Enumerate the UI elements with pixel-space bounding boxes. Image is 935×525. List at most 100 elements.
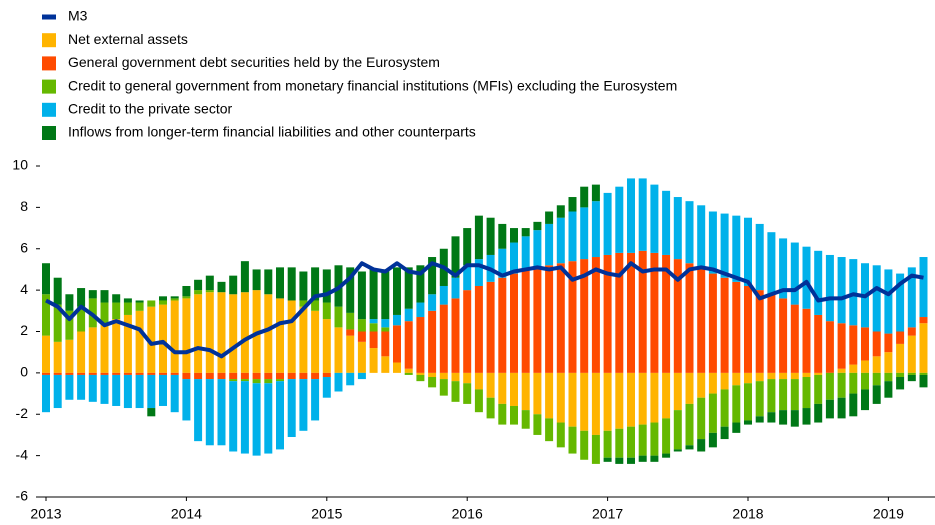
bar-segment (53, 277, 62, 305)
bar-segment (299, 379, 308, 431)
bar-segment (603, 457, 612, 462)
bar-segment (217, 292, 226, 373)
bar-segment (42, 372, 50, 375)
bar-segment (849, 364, 858, 373)
bar-segment (486, 372, 495, 398)
bar-segment (556, 422, 565, 448)
bar-segment (615, 186, 624, 253)
bar-segment (790, 379, 799, 411)
legend-marker (42, 102, 56, 117)
bar-segment (615, 372, 624, 429)
bar-segment (708, 432, 717, 448)
bar-segment (322, 319, 331, 373)
bar-segment (802, 308, 811, 373)
legend-label: Inflows from longer-term financial liabi… (68, 124, 476, 140)
bar-segment (299, 271, 308, 301)
bar-segment (346, 312, 355, 330)
bar-segment (451, 236, 460, 278)
bar-segment (907, 372, 916, 375)
legend-marker (42, 14, 56, 20)
bar-segment (907, 374, 916, 382)
bar-segment (673, 372, 682, 411)
bar-segment (182, 298, 191, 373)
bar-segment (264, 383, 273, 454)
bar-segment (662, 372, 671, 419)
bar-segment (53, 372, 62, 375)
bar-segment (381, 319, 390, 328)
bar-segment (919, 374, 928, 388)
bar-segment (591, 201, 600, 258)
y-tick-label: -2 (16, 405, 29, 421)
bar-segment (627, 426, 635, 458)
bar-segment (346, 267, 355, 313)
bar-segment (428, 257, 437, 295)
bar-segment (381, 331, 390, 357)
bar-segment (837, 368, 846, 373)
bar-segment (790, 372, 799, 380)
bar-segment (463, 372, 472, 384)
bar-segment (545, 265, 554, 373)
bar-segment (767, 412, 776, 423)
bar-segment (521, 410, 530, 429)
bar-segment (580, 207, 589, 260)
bar-segment (451, 381, 460, 402)
bar-segment (837, 372, 846, 398)
bar-segment (135, 302, 144, 311)
bar-segment (77, 374, 86, 400)
bar-segment (685, 445, 694, 450)
bar-segment (744, 372, 752, 384)
bar-segment (77, 288, 86, 307)
bar-segment (767, 372, 776, 380)
bar-segment (896, 372, 905, 378)
bar-segment (439, 285, 448, 305)
bar-segment (416, 265, 425, 303)
bar-segment (568, 211, 577, 262)
bar-segment (346, 335, 355, 373)
bar-segment (299, 300, 308, 307)
bar-segment (498, 277, 507, 373)
bar-segment (322, 377, 331, 398)
bar-segment (755, 290, 764, 373)
bar-segment (825, 372, 834, 400)
bar-segment (744, 217, 752, 286)
bar-segment (638, 424, 647, 456)
bar-segment (334, 306, 343, 328)
bar-segment (381, 356, 390, 373)
bar-segment (53, 341, 62, 373)
bar-segment (662, 418, 671, 454)
bar-segment (170, 296, 179, 299)
bar-segment (404, 308, 413, 322)
legend-label: Net external assets (68, 31, 188, 47)
bar-segment (685, 201, 694, 264)
bar-segment (428, 377, 437, 388)
bar-segment (685, 403, 694, 446)
legend-marker (42, 33, 56, 48)
bar-segment (896, 273, 905, 332)
bar-segment (849, 325, 858, 365)
bar-segment (510, 228, 518, 243)
bar-segment (159, 374, 167, 406)
bar-segment (88, 327, 97, 373)
bar-segment (533, 230, 542, 268)
bar-segment (872, 331, 881, 357)
bar-segment (170, 372, 179, 375)
bar-segment (205, 290, 214, 293)
bar-segment (229, 372, 238, 380)
x-tick-label: 2019 (873, 506, 904, 522)
bar-segment (264, 379, 273, 384)
bar-segment (393, 362, 401, 373)
bar-segment (240, 292, 249, 373)
bar-segment (112, 374, 121, 406)
bar-segment (568, 261, 577, 373)
bar-segment (580, 186, 589, 208)
bar-segment (404, 372, 413, 375)
bar-segment (369, 319, 378, 324)
bar-segment (65, 372, 74, 375)
bar-segment (896, 377, 905, 390)
bar-segment (299, 372, 308, 380)
bar-segment (498, 248, 507, 278)
bar-segment (720, 426, 729, 440)
bar-segment (123, 302, 132, 315)
bar-segment (100, 290, 109, 303)
bar-segment (276, 372, 284, 380)
